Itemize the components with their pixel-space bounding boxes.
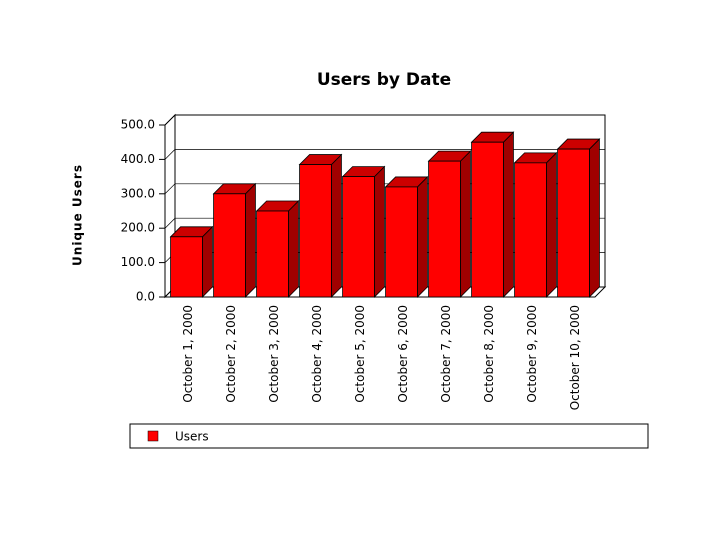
bar [256, 210, 289, 298]
y-tick-label: 500.0 [121, 118, 155, 132]
bar-side [245, 182, 256, 298]
bar [514, 162, 547, 298]
bar [557, 148, 590, 298]
bar-side [288, 200, 299, 298]
bar-side [374, 165, 385, 298]
x-tick-label: October 7, 2000 [439, 305, 453, 403]
x-tick-label: October 2, 2000 [224, 305, 238, 403]
y-tick-label: 100.0 [121, 255, 155, 269]
bar [299, 164, 332, 298]
y-tick-label: 300.0 [121, 186, 155, 200]
x-tick-label: October 9, 2000 [525, 305, 539, 403]
legend [129, 423, 649, 449]
y-tick-label: 200.0 [121, 221, 155, 235]
bar [342, 176, 375, 298]
x-tick-label: October 6, 2000 [396, 305, 410, 403]
bar-side [417, 175, 428, 298]
bar-side [202, 225, 213, 298]
bar [213, 193, 246, 298]
bar-side [589, 138, 600, 298]
bar-side [331, 153, 342, 298]
grid-line [164, 114, 605, 126]
x-tick-label: October 3, 2000 [267, 305, 281, 403]
x-tick-label: October 10, 2000 [568, 305, 582, 410]
chart-title: Users by Date [317, 70, 451, 90]
bar-side [460, 150, 471, 298]
bar [170, 236, 203, 298]
legend-label: Users [175, 430, 209, 444]
bar-side [546, 151, 557, 298]
x-tick-label: October 8, 2000 [482, 305, 496, 403]
y-tick-label: 0.0 [136, 290, 155, 304]
grid-line [164, 149, 605, 160]
bar [471, 141, 504, 298]
legend-swatch [147, 430, 159, 442]
bar [385, 186, 418, 298]
x-tick-label: October 5, 2000 [353, 305, 367, 403]
bar [428, 160, 461, 298]
x-tick-label: October 1, 2000 [181, 305, 195, 403]
bar-side [503, 131, 514, 298]
y-axis-label: Unique Users [71, 164, 85, 266]
x-tick-label: October 4, 2000 [310, 305, 324, 403]
y-tick-label: 400.0 [121, 152, 155, 166]
